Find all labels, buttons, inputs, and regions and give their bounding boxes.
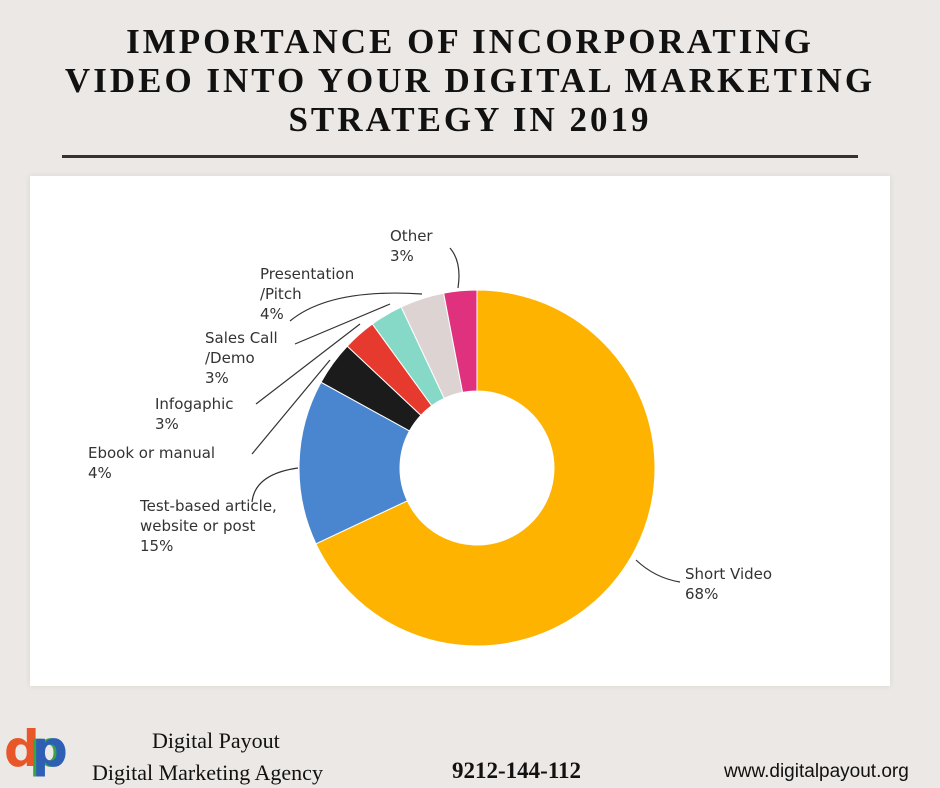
category-label: Presentation /Pitch	[260, 265, 355, 303]
donut-segment	[298, 381, 411, 545]
footer: d p Digital Payout Digital Marketing Age…	[0, 698, 940, 788]
value-label: 4%	[88, 464, 112, 482]
chart	[251, 247, 681, 647]
leader-line	[635, 559, 681, 583]
chart-card: Short Video 68% Test-based article, websit…	[30, 176, 890, 686]
leader-line	[251, 359, 331, 455]
slice-label: Infogaphic 3%	[155, 394, 265, 434]
slice-label: Ebook or manual 4%	[88, 443, 258, 483]
title-rule	[62, 155, 858, 158]
website[interactable]: www.digitalpayout.org	[724, 761, 909, 782]
value-label: 3%	[390, 247, 414, 265]
title-line: VIDEO INTO YOUR DIGITAL MARKETING	[64, 61, 876, 100]
category-label: Infogaphic	[155, 395, 234, 413]
slice-label: Test-based article, website or post 15%	[140, 496, 305, 556]
header: IMPORTANCE OF INCORPORATING VIDEO INTO Y…	[0, 0, 940, 172]
category-label: Short Video	[685, 565, 773, 583]
leader-line	[251, 467, 299, 503]
slice-label: Sales Call /Demo 3%	[205, 328, 300, 388]
value-label: 15%	[140, 537, 174, 555]
slice-label: Other 3%	[390, 226, 470, 266]
category-label: Other	[390, 227, 433, 245]
company-tagline: Digital Marketing Agency	[92, 760, 323, 785]
leader-line	[255, 323, 361, 405]
leader-line	[449, 247, 460, 289]
category-label: Ebook or manual	[88, 444, 216, 462]
value-label: 4%	[260, 305, 284, 323]
value-label: 68%	[685, 585, 719, 603]
leader-line	[289, 292, 423, 322]
title-line: STRATEGY IN 2019	[288, 100, 652, 139]
leader-line	[294, 303, 391, 345]
slice-label: Presentation /Pitch 4%	[260, 264, 380, 324]
category-label: Sales Call /Demo	[205, 329, 278, 367]
category-label: Test-based article, website or post	[140, 497, 277, 535]
phone: 9212-144-112	[452, 758, 582, 783]
donut-segment	[315, 289, 656, 647]
company-name: Digital Payout	[152, 728, 280, 753]
value-label: 3%	[205, 369, 229, 387]
value-label: 3%	[155, 415, 179, 433]
donut-segment	[443, 289, 478, 393]
logo-letter: d	[4, 720, 40, 778]
slice-label: Short Video 68%	[685, 564, 815, 604]
title-line: IMPORTANCE OF INCORPORATING	[126, 22, 814, 61]
logo-letter: p	[32, 720, 68, 778]
